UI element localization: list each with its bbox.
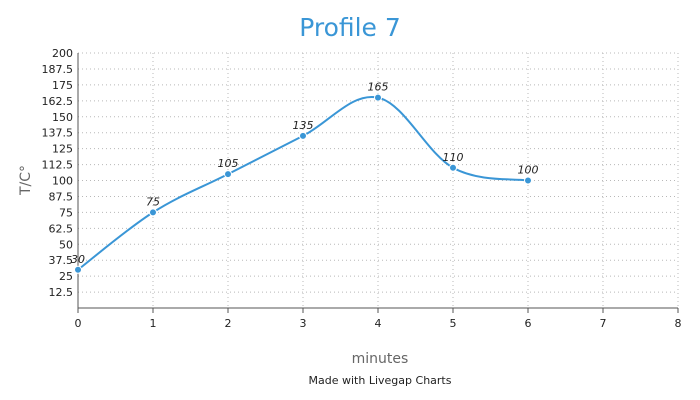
x-tick-label: 0 [75,317,82,330]
y-axis-ticks: 200 187.5 175 162.5 150 137.5 125 112.5 100 87.5 7… [42,47,74,299]
x-tick-label: 6 [525,317,532,330]
series-layer: 30 75 105 135 165 110 100 [71,81,539,274]
x-tick-label: 8 [675,317,682,330]
x-tick-label: 2 [225,317,232,330]
y-tick-label: 87.5 [49,190,74,203]
y-tick-label: 175 [52,79,73,92]
data-label: 105 [218,157,239,170]
y-tick-label: 12.5 [49,286,74,299]
y-tick-label: 150 [52,111,73,124]
y-tick-label: 100 [52,175,73,188]
data-label: 30 [71,253,85,266]
data-label: 75 [146,195,160,208]
axes [77,53,679,313]
y-tick-label: 162.5 [42,95,74,108]
data-point[interactable] [524,176,532,185]
data-label: 165 [368,81,389,94]
x-tick-label: 7 [600,317,607,330]
y-tick-label: 50 [59,238,73,251]
data-point[interactable] [149,208,157,217]
y-tick-label: 125 [52,143,73,156]
x-tick-label: 5 [450,317,457,330]
y-axis-label: T/C° [18,165,34,196]
y-tick-label: 137.5 [42,127,74,140]
y-tick-label: 75 [59,206,73,219]
data-point[interactable] [374,93,382,102]
y-tick-label: 112.5 [42,159,74,172]
data-label: 135 [293,119,314,132]
x-tick-label: 1 [150,317,157,330]
chart-title: Profile 7 [299,13,401,42]
y-tick-label: 187.5 [42,63,74,76]
data-label: 110 [443,151,464,164]
credit-text: Made with Livegap Charts [309,374,452,387]
data-point[interactable] [74,265,82,274]
x-axis-label: minutes [352,351,409,367]
y-tick-label: 62.5 [49,222,74,235]
x-axis-ticks: 0 1 2 3 4 5 6 7 8 [75,317,682,330]
data-label: 100 [518,164,539,177]
y-tick-label: 200 [52,47,73,60]
data-point[interactable] [299,131,307,140]
data-point[interactable] [449,163,457,172]
y-tick-label: 25 [59,270,73,283]
grid [78,52,679,308]
data-point[interactable] [224,170,232,179]
y-tick-label: 37.5 [49,254,74,267]
x-tick-label: 4 [375,317,382,330]
x-tick-label: 3 [300,317,307,330]
